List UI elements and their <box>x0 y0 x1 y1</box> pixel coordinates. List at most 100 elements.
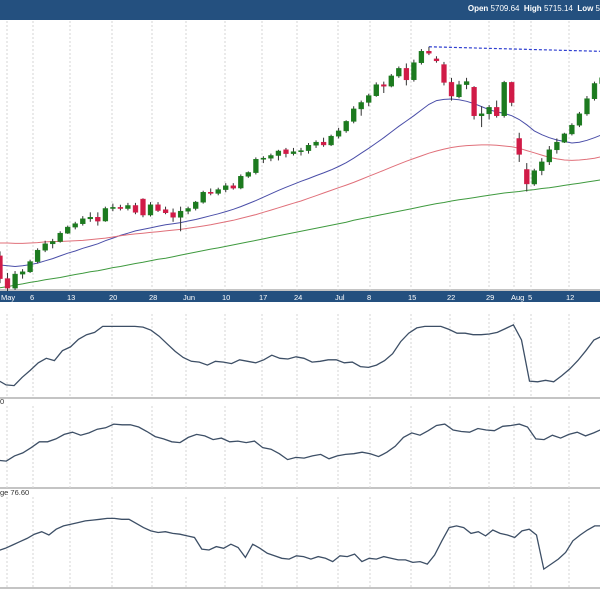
candle-body-51 <box>381 84 387 87</box>
candle-body-38 <box>283 149 289 154</box>
candle-body-23 <box>170 212 176 218</box>
candle-body-45 <box>335 130 342 137</box>
candle-body-46 <box>343 121 349 132</box>
candle-body-71 <box>531 170 537 185</box>
candle-body-20 <box>147 204 154 216</box>
date-tick-1: 6 <box>30 293 34 302</box>
candle-body-63 <box>471 87 477 116</box>
candle-body-75 <box>561 133 568 143</box>
candle-body-19 <box>140 198 146 216</box>
date-tick-0: May <box>1 293 15 302</box>
candle-body-55 <box>411 62 417 80</box>
candle-body-60 <box>448 82 455 97</box>
candle-body-52 <box>388 75 394 87</box>
candle-body-13 <box>95 217 101 222</box>
candle-body-61 <box>456 84 462 98</box>
candle-body-76 <box>569 124 575 135</box>
candle-body-67 <box>501 82 507 116</box>
candle-body-36 <box>268 155 274 159</box>
candle-body-42 <box>313 141 319 146</box>
panel-gap-0 <box>0 302 600 314</box>
candle-body-9 <box>65 226 71 234</box>
panel-gap-2 <box>0 488 600 497</box>
indicator-3-line <box>0 517 600 571</box>
candle-body-40 <box>298 150 304 152</box>
date-tick-5: Jun <box>183 293 195 302</box>
candle-body-14 <box>102 208 109 222</box>
indicator-1-line <box>0 323 600 387</box>
indicator-3-label: ge 76.60 <box>0 488 29 497</box>
candle-body-28 <box>208 192 214 194</box>
date-tick-2: 13 <box>67 293 75 302</box>
candle-body-50 <box>373 84 379 96</box>
candle-body-72 <box>539 161 545 171</box>
candle-body-66 <box>494 107 500 116</box>
candle-body-11 <box>80 218 86 224</box>
candle-body-15 <box>110 207 116 209</box>
candle-body-48 <box>358 102 364 110</box>
indicator-panel-1 <box>0 323 600 387</box>
candle-body-22 <box>162 209 169 213</box>
candle-body-0 <box>0 255 3 279</box>
candle-body-59 <box>441 64 447 83</box>
date-tick-13: 29 <box>486 293 494 302</box>
candle-body-37 <box>275 150 282 156</box>
date-tick-16: 12 <box>566 293 574 302</box>
date-tick-14: Aug <box>511 293 524 302</box>
date-tick-10: 8 <box>367 293 371 302</box>
candle-body-21 <box>155 204 161 211</box>
candle-body-18 <box>132 205 139 213</box>
date-axis-band <box>0 291 600 302</box>
candle-body-29 <box>215 189 221 194</box>
candle-body-69 <box>516 138 522 155</box>
candle-body-54 <box>403 68 410 81</box>
date-tick-11: 15 <box>408 293 416 302</box>
candle-body-24 <box>177 210 184 218</box>
candle-body-78 <box>584 98 590 115</box>
open-label: Open <box>467 4 489 13</box>
low-value: 5 <box>595 4 600 13</box>
candle-body-79 <box>591 83 598 99</box>
candle-body-64 <box>478 113 485 116</box>
candle-body-77 <box>576 113 583 126</box>
candle-body-53 <box>396 68 402 77</box>
high-label: High <box>523 4 542 13</box>
candle-body-49 <box>366 95 372 103</box>
date-tick-9: Jul <box>335 293 345 302</box>
candle-body-25 <box>185 208 191 212</box>
candle-body-65 <box>486 107 492 115</box>
candle-body-74 <box>554 141 560 151</box>
candle-body-2 <box>12 273 18 289</box>
candle-body-44 <box>328 135 334 146</box>
candle-body-12 <box>87 217 93 220</box>
candle-body-57 <box>426 51 432 54</box>
candle-body-1 <box>4 278 11 289</box>
date-tick-8: 24 <box>294 293 302 302</box>
quote-header: Open 5709.64 High 5715.14 Low 5 <box>0 0 600 20</box>
candle-body-31 <box>230 185 236 189</box>
open-value: 5709.64 <box>490 4 520 13</box>
candle-body-73 <box>546 149 552 163</box>
date-tick-7: 17 <box>259 293 267 302</box>
high-value: 5715.14 <box>543 4 573 13</box>
candle-body-58 <box>433 58 440 62</box>
candle-body-5 <box>34 249 41 262</box>
candle-body-10 <box>72 223 78 228</box>
candle-body-8 <box>57 232 63 242</box>
panel-gap-1 <box>0 398 600 406</box>
date-tick-12: 22 <box>447 293 455 302</box>
candle-body-26 <box>193 201 199 209</box>
candle-body-41 <box>305 145 312 151</box>
candle-body-43 <box>320 141 327 146</box>
date-axis: May 6 13 20 28 Jun 10 17 24 Jul 8 15 22 29 Aug 5 12 <box>0 291 600 302</box>
candle-body-68 <box>509 82 515 103</box>
date-tick-15: 5 <box>528 293 532 302</box>
indicator-2-label: 0 <box>0 397 4 406</box>
ma-200-line <box>0 179 600 289</box>
candle-body-3 <box>19 271 26 275</box>
quote-values: Open 5709.64 High 5715.14 Low 5 <box>468 4 600 13</box>
date-tick-3: 20 <box>109 293 117 302</box>
grid-layer <box>0 21 600 589</box>
